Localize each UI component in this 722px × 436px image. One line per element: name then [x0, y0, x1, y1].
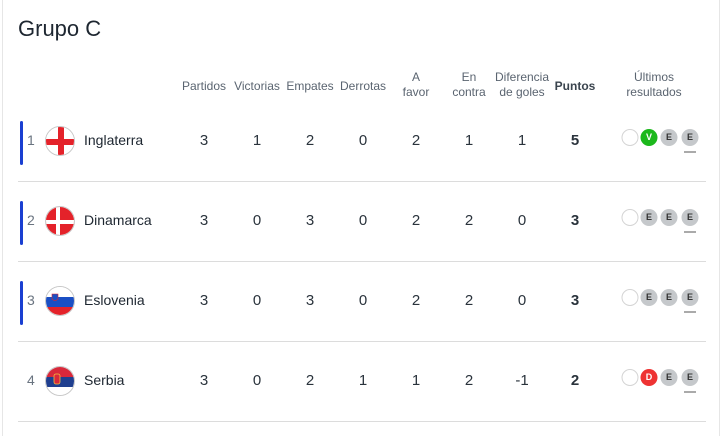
latest-result-underline [684, 231, 696, 233]
result-badge[interactable] [621, 209, 639, 226]
stat-value: 2 [305, 372, 315, 389]
team-name[interactable]: Inglaterra [84, 132, 144, 148]
stat-value: 3 [305, 212, 315, 229]
points-value: 3 [570, 212, 580, 229]
standings-row[interactable]: 2 Dinamarca 3 0 3 0 2 2 0 3 E E E [18, 181, 706, 262]
result-badge[interactable]: D [640, 369, 658, 386]
stat-value: 1 [358, 372, 368, 389]
qualified-indicator [20, 121, 23, 165]
latest-result-underline [684, 151, 696, 153]
stat-value: 0 [252, 212, 262, 229]
position: 3 [27, 292, 35, 308]
stat-value: 1 [252, 132, 262, 149]
stat-value: 3 [199, 212, 209, 229]
result-badge[interactable]: E [681, 209, 699, 226]
stat-value: 2 [411, 292, 421, 309]
points-value: 3 [570, 292, 580, 309]
header-gd1: Diferencia de goles [494, 70, 550, 99]
result-badge[interactable]: V [640, 129, 658, 146]
result-badge[interactable]: E [681, 129, 699, 146]
qualified-indicator [20, 201, 23, 245]
stat-value: 1 [517, 132, 527, 149]
slovenia-flag-icon [45, 286, 75, 316]
stat-value: 3 [305, 292, 315, 309]
stat-value: 3 [199, 292, 209, 309]
standings-row[interactable]: 1 Inglaterra 3 1 2 0 2 1 1 5 V E E [18, 101, 706, 182]
team-name[interactable]: Dinamarca [84, 212, 152, 228]
qualified-indicator [20, 281, 23, 325]
england-flag-icon [45, 126, 75, 156]
position: 4 [27, 372, 35, 388]
result-badge[interactable]: E [640, 209, 658, 226]
result-badge[interactable]: E [660, 289, 678, 306]
stat-value: 1 [464, 132, 474, 149]
stat-value: 2 [411, 132, 421, 149]
team-name[interactable]: Eslovenia [84, 292, 145, 308]
result-badge[interactable]: E [681, 289, 699, 306]
result-badge[interactable]: E [660, 369, 678, 386]
denmark-flag-icon [45, 206, 75, 236]
stat-value: 2 [464, 372, 474, 389]
stat-value: 0 [358, 212, 368, 229]
result-badge[interactable] [621, 289, 639, 306]
header-ga1: En contra [452, 70, 486, 99]
stat-value: 2 [464, 292, 474, 309]
stat-value: 3 [199, 132, 209, 149]
stat-value: -1 [515, 372, 529, 389]
stat-value: 2 [305, 132, 315, 149]
result-badge[interactable] [621, 369, 639, 386]
stat-value: 0 [358, 132, 368, 149]
points-value: 2 [570, 372, 580, 389]
result-badge[interactable] [621, 129, 639, 146]
stat-value: 0 [358, 292, 368, 309]
header-last-results: Últimos resultados [626, 70, 682, 99]
stat-value: 2 [411, 212, 421, 229]
group-title: Grupo C [18, 16, 102, 41]
stat-value: 2 [464, 212, 474, 229]
latest-result-underline [684, 391, 696, 393]
position: 2 [27, 212, 35, 228]
stat-value: 3 [199, 372, 209, 389]
header-points: Puntos [554, 79, 596, 93]
header-played: Partidos [181, 79, 227, 93]
latest-result-underline [684, 311, 696, 313]
stat-value: 0 [252, 372, 262, 389]
stat-value: 0 [252, 292, 262, 309]
team-name[interactable]: Serbia [84, 372, 125, 388]
position: 1 [27, 132, 35, 148]
points-value: 5 [570, 132, 580, 149]
result-badge[interactable]: E [660, 209, 678, 226]
result-badge[interactable]: E [660, 129, 678, 146]
stat-value: 0 [517, 212, 527, 229]
result-badge[interactable]: E [640, 289, 658, 306]
standings-row[interactable]: 4 Serbia 3 0 2 1 1 2 -1 2 D E E [18, 341, 706, 422]
result-badge[interactable]: E [681, 369, 699, 386]
serbia-flag-icon [45, 366, 75, 396]
header-lost: Derrotas [339, 79, 387, 93]
stat-value: 1 [411, 372, 421, 389]
standings-row[interactable]: 3 Eslovenia 3 0 3 0 2 2 0 3 E E E [18, 261, 706, 342]
header-won: Victorias [234, 79, 280, 93]
header-drawn: Empates [286, 79, 334, 93]
stat-value: 0 [517, 292, 527, 309]
